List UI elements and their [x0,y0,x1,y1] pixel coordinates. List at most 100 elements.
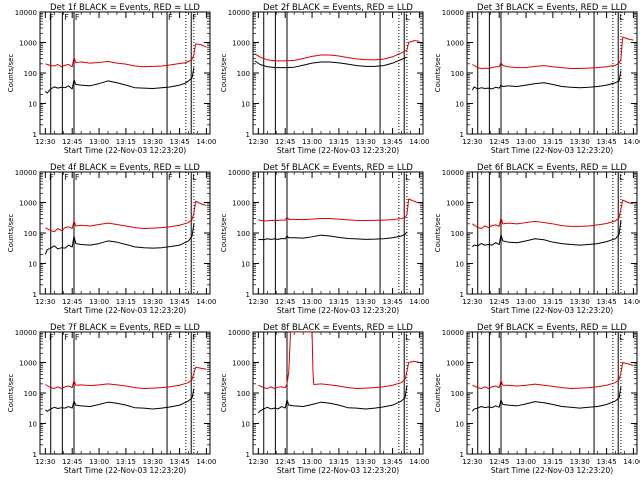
y-tick-label: 10000 [15,9,37,17]
events-series-line [472,220,622,248]
y-tick-label: 1000 [446,200,464,208]
x-tick-label: 13:45 [596,138,616,146]
lld-series-line [472,36,634,70]
y-tick-label: 1 [460,131,464,139]
x-tick-label: 13:45 [382,138,402,146]
y-tick-label: 10 [455,261,464,269]
y-tick-label: 1 [460,291,464,299]
y-tick-label: 1000 [446,40,464,48]
y-tick-label: 10 [241,421,250,429]
y-axis-title: Counts/sec [7,54,15,93]
detector-panel: Det 3f BLACK = Events, RED = LLD 1 10 100 10… [434,3,640,155]
events-series-line [45,67,195,94]
x-tick-label: 12:30 [35,138,55,146]
y-axis-title: Counts/sec [220,214,228,253]
y-axis-title: Counts/sec [434,214,442,253]
panel-title: Det 3f BLACK = Events, RED = LLD [477,3,627,13]
x-tick-label: 13:45 [169,138,189,146]
y-tick-label: 100 [237,70,250,78]
y-tick-label: 10000 [15,169,37,177]
detector-panel: Det 5f BLACK = Events, RED = LLD 1 10 100 10… [220,163,430,315]
marker-flag-label: F [49,173,54,182]
lld-series-line [472,362,634,390]
marker-flag-label: F [49,333,54,342]
x-tick-label: 13:30 [143,298,163,306]
y-tick-label: 1 [246,291,250,299]
detector-panel: Det 2f BLACK = Events, RED = LLD 1 10 100 10… [220,3,430,155]
x-axis-title: Start Time (22-Nov-03 12:23:20) [64,146,186,155]
x-tick-label: 14:00 [196,138,216,146]
plot-frame [252,11,424,135]
marker-flag-label: F [168,333,173,342]
x-tick-label: 13:30 [143,138,163,146]
marker-flag-label: L [192,173,197,182]
panel-title: Det 9f BLACK = Events, RED = LLD [477,323,627,333]
x-tick-label: 12:30 [462,138,482,146]
x-tick-label: 13:45 [596,298,616,306]
y-axis-title: Counts/sec [434,374,442,413]
lld-series-line [45,366,207,390]
x-tick-label: 12:30 [248,298,268,306]
events-series-line [45,388,195,412]
y-tick-label: 10 [28,101,37,109]
marker-flag-label: F [168,173,173,182]
y-tick-label: 10000 [228,329,250,337]
y-tick-label: 1 [246,131,250,139]
marker-flag-label: L [619,173,624,182]
x-tick-label: 14:00 [196,298,216,306]
y-tick-label: 10 [28,421,37,429]
events-series-line [257,385,408,414]
y-tick-label: 10 [241,261,250,269]
y-tick-label: 10000 [442,9,464,17]
x-tick-label: 13:15 [329,458,349,466]
x-tick-label: 12:45 [62,298,82,306]
y-tick-label: 100 [24,70,37,78]
x-tick-label: 12:45 [489,298,509,306]
y-tick-label: 1 [246,451,250,459]
panel-title: Det 6f BLACK = Events, RED = LLD [477,163,627,173]
y-tick-label: 10000 [15,329,37,337]
lld-series-line [472,199,634,230]
events-series-line [254,56,408,69]
panel-title: Det 4f BLACK = Events, RED = LLD [50,163,200,173]
detector-panel: Det 7f BLACK = Events, RED = LLD 1 10 100 10… [7,323,217,475]
events-series-line [471,70,622,91]
x-tick-label: 13:45 [169,458,189,466]
detector-panel: Det 6f BLACK = Events, RED = LLD 1 10 100 10… [434,163,640,315]
x-tick-label: 13:00 [302,458,322,466]
marker-flag-label: F [75,13,80,22]
x-tick-label: 13:15 [329,138,349,146]
panel-title: Det 8f BLACK = Events, RED = LLD [263,323,413,333]
y-axis-title: Counts/sec [434,54,442,93]
x-tick-label: 13:00 [302,138,322,146]
y-tick-label: 1 [33,291,37,299]
y-tick-label: 100 [451,390,464,398]
y-tick-label: 100 [237,390,250,398]
x-tick-label: 12:45 [275,298,295,306]
x-tick-label: 12:30 [462,298,482,306]
x-tick-label: 13:45 [596,458,616,466]
x-tick-label: 13:30 [570,298,590,306]
x-tick-label: 12:45 [275,138,295,146]
x-tick-label: 13:15 [116,138,136,146]
x-tick-label: 13:30 [570,138,590,146]
x-axis-title: Start Time (22-Nov-03 12:23:20) [491,466,613,475]
y-tick-label: 10000 [228,9,250,17]
marker-flag-label: F [49,13,54,22]
panel-title: Det 7f BLACK = Events, RED = LLD [50,323,200,333]
x-tick-label: 13:30 [570,458,590,466]
y-tick-label: 1000 [19,40,37,48]
marker-flag-label: L [405,13,410,22]
marker-flag-label: L [619,333,624,342]
y-tick-label: 1 [460,451,464,459]
x-axis-title: Start Time (22-Nov-03 12:23:20) [64,466,186,475]
x-tick-label: 13:00 [302,298,322,306]
x-tick-label: 13:30 [356,458,376,466]
marker-flag-label: F [64,333,69,342]
marker-flag-label: L [405,333,410,342]
x-tick-label: 12:45 [489,138,509,146]
detector-panel: Det 4f BLACK = Events, RED = LLD 1 10 100 10… [7,163,217,315]
plot-frame [39,171,211,295]
x-tick-label: 12:30 [248,458,268,466]
